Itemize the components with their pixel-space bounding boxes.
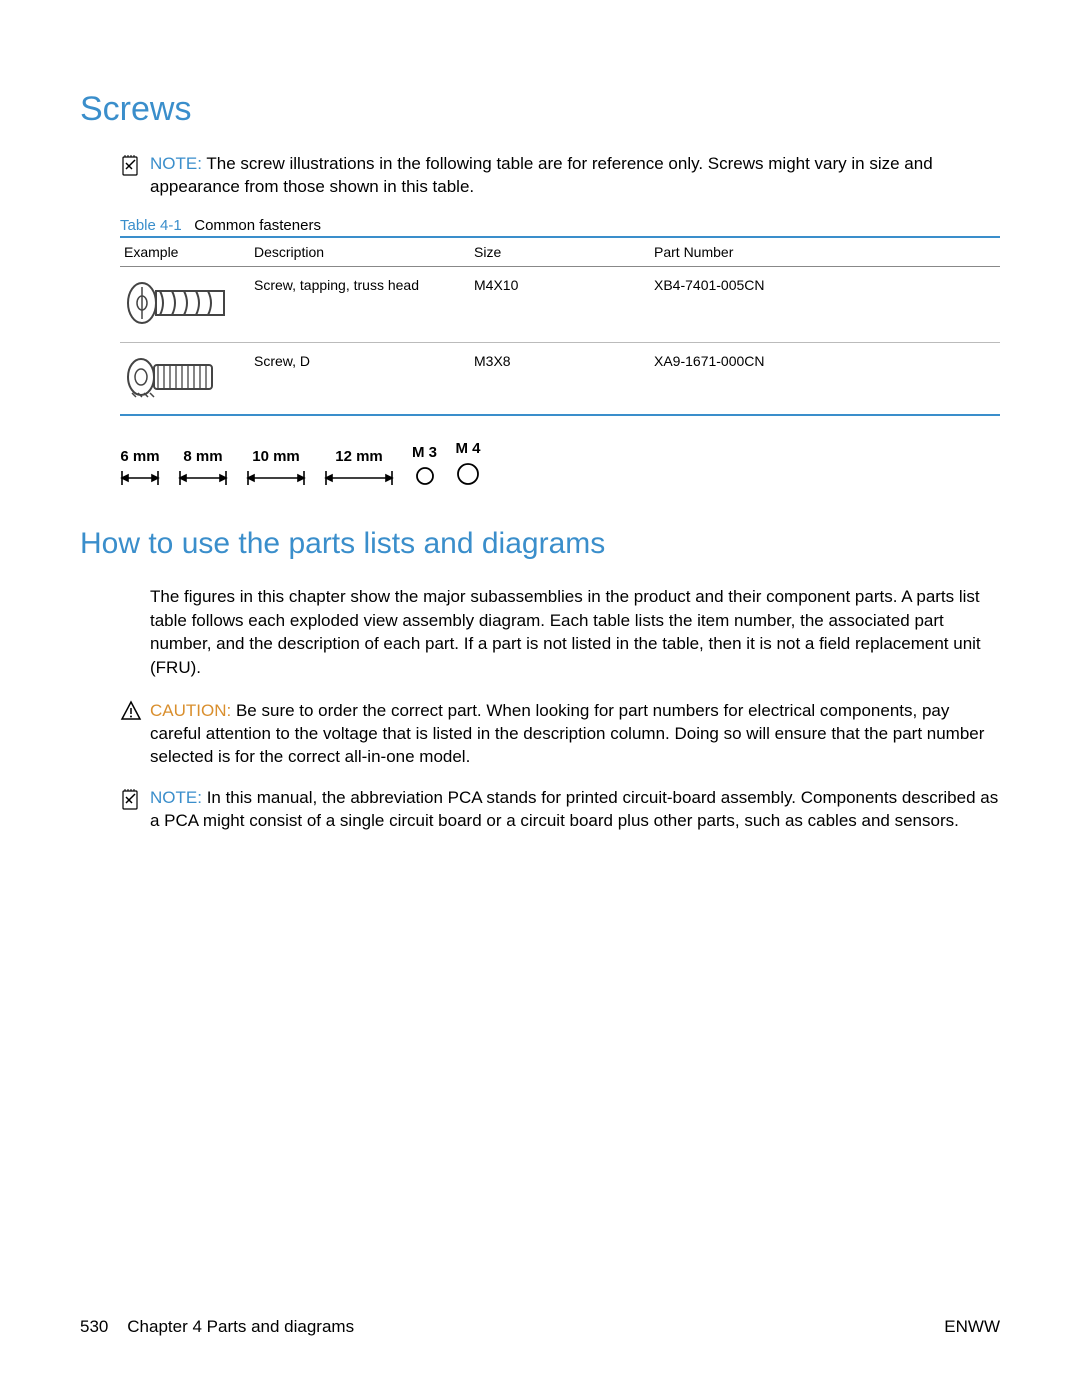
col-header-partnumber: Part Number: [650, 237, 1000, 267]
scale-length-item: 10 mm: [246, 448, 306, 487]
howto-paragraph: The figures in this chapter show the maj…: [150, 585, 1000, 680]
col-header-size: Size: [470, 237, 650, 267]
chapter-label: Chapter 4 Parts and diagrams: [127, 1317, 354, 1336]
note-block-1: NOTE: The screw illustrations in the fol…: [120, 153, 1000, 199]
screw-d-icon: [124, 353, 224, 401]
note-icon: [120, 787, 142, 833]
cell-partnumber: XB4-7401-005CN: [650, 266, 1000, 342]
table-header-row: Example Description Size Part Number: [120, 237, 1000, 267]
caution-label: CAUTION:: [150, 701, 231, 720]
cell-size: M4X10: [470, 266, 650, 342]
cell-partnumber: XA9-1671-000CN: [650, 342, 1000, 415]
table-caption-text: Common fasteners: [194, 217, 321, 234]
page-footer: 530 Chapter 4 Parts and diagrams ENWW: [80, 1317, 1000, 1337]
note-label: NOTE:: [150, 154, 202, 173]
diameter-circle-icon: [455, 461, 481, 487]
screw-truss-icon: [124, 277, 234, 329]
cell-description: Screw, tapping, truss head: [250, 266, 470, 342]
scale-legend: 6 mm 8 mm 10 mm 12 mm M 3 M 4: [120, 440, 1000, 487]
scale-length-item: 8 mm: [178, 448, 228, 487]
note-text: NOTE: The screw illustrations in the fol…: [150, 153, 1000, 199]
note-text: NOTE: In this manual, the abbreviation P…: [150, 787, 1000, 833]
heading-howto: How to use the parts lists and diagrams: [80, 527, 1000, 561]
table-row: Screw, tapping, truss head M4X10 XB4-740…: [120, 266, 1000, 342]
cell-description: Screw, D: [250, 342, 470, 415]
dimension-arrow-icon: [246, 469, 306, 487]
scale-label: M 4: [456, 440, 481, 457]
scale-length-item: 12 mm: [324, 448, 394, 487]
note-icon: [120, 153, 142, 199]
table-caption-label: Table 4-1: [120, 217, 182, 234]
dimension-arrow-icon: [120, 469, 160, 487]
cell-size: M3X8: [470, 342, 650, 415]
caution-block: CAUTION: Be sure to order the correct pa…: [120, 700, 1000, 769]
footer-right: ENWW: [944, 1317, 1000, 1337]
dimension-arrow-icon: [324, 469, 394, 487]
scale-label: M 3: [412, 444, 437, 461]
caution-body: Be sure to order the correct part. When …: [150, 701, 984, 766]
col-header-example: Example: [120, 237, 250, 267]
note-body: In this manual, the abbreviation PCA sta…: [150, 788, 998, 830]
heading-screws: Screws: [80, 90, 1000, 129]
diameter-circle-icon: [414, 465, 436, 487]
cell-example: [120, 266, 250, 342]
table-row: Screw, D M3X8 XA9-1671-000CN: [120, 342, 1000, 415]
scale-length-item: 6 mm: [120, 448, 160, 487]
document-page: Screws NOTE: The screw illustrations in …: [0, 0, 1080, 1397]
page-number: 530: [80, 1317, 108, 1336]
fasteners-table: Example Description Size Part Number: [120, 236, 1000, 416]
table-caption: Table 4-1 Common fasteners: [120, 217, 1000, 234]
scale-label: 10 mm: [252, 448, 300, 465]
cell-example: [120, 342, 250, 415]
note-label: NOTE:: [150, 788, 202, 807]
note-block-2: NOTE: In this manual, the abbreviation P…: [120, 787, 1000, 833]
caution-icon: [120, 700, 142, 769]
scale-diameter-item: M 3: [412, 444, 437, 487]
scale-diameter-item: M 4: [455, 440, 481, 487]
col-header-description: Description: [250, 237, 470, 267]
footer-left: 530 Chapter 4 Parts and diagrams: [80, 1317, 354, 1337]
dimension-arrow-icon: [178, 469, 228, 487]
scale-label: 6 mm: [120, 448, 159, 465]
scale-label: 12 mm: [335, 448, 383, 465]
table-wrap: Table 4-1 Common fasteners Example Descr…: [120, 217, 1000, 416]
scale-label: 8 mm: [183, 448, 222, 465]
note-body: The screw illustrations in the following…: [150, 154, 933, 196]
caution-text: CAUTION: Be sure to order the correct pa…: [150, 700, 1000, 769]
